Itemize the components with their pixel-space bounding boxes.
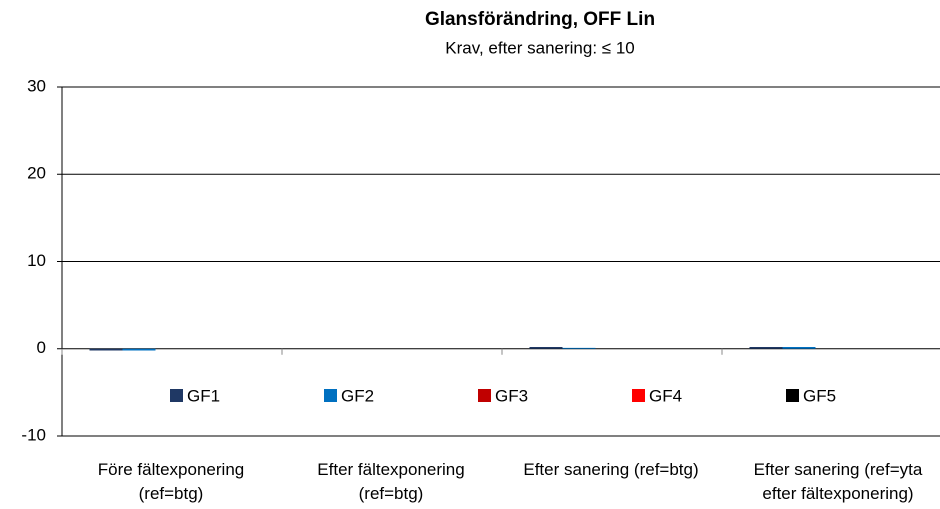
legend-swatch — [478, 389, 491, 402]
legend-swatch — [632, 389, 645, 402]
legend-swatch — [170, 389, 183, 402]
y-tick-label: 10 — [27, 251, 46, 270]
bar — [782, 347, 816, 349]
x-tick-label: Efter sanering (ref=btg) — [523, 460, 699, 479]
chart-subtitle: Krav, efter sanering: ≤ 10 — [445, 38, 635, 57]
legend-label: GF1 — [187, 386, 220, 405]
legend-label: GF4 — [649, 386, 682, 405]
x-tick-label: Efter fältexponering (ref=btg) — [317, 460, 465, 503]
chart-title: Glansförändring, OFF Lin — [425, 9, 655, 30]
bar — [749, 347, 783, 349]
x-tick-label: Före fältexponering (ref=btg) — [97, 460, 245, 503]
legend-label: GF2 — [341, 386, 374, 405]
bar — [529, 347, 563, 349]
bar — [122, 348, 156, 351]
y-tick-label: 30 — [27, 76, 46, 95]
bar — [89, 348, 123, 351]
y-tick-label: -10 — [21, 425, 46, 444]
legend-label: GF3 — [495, 386, 528, 405]
legend-label: GF5 — [803, 386, 836, 405]
y-tick-label: 20 — [27, 164, 46, 183]
bar — [562, 347, 596, 349]
legend-swatch — [324, 389, 337, 402]
legend-swatch — [786, 389, 799, 402]
x-tick-label: Efter sanering (ref=yta efter fältexpone… — [753, 460, 923, 503]
y-tick-label: 0 — [37, 338, 46, 357]
